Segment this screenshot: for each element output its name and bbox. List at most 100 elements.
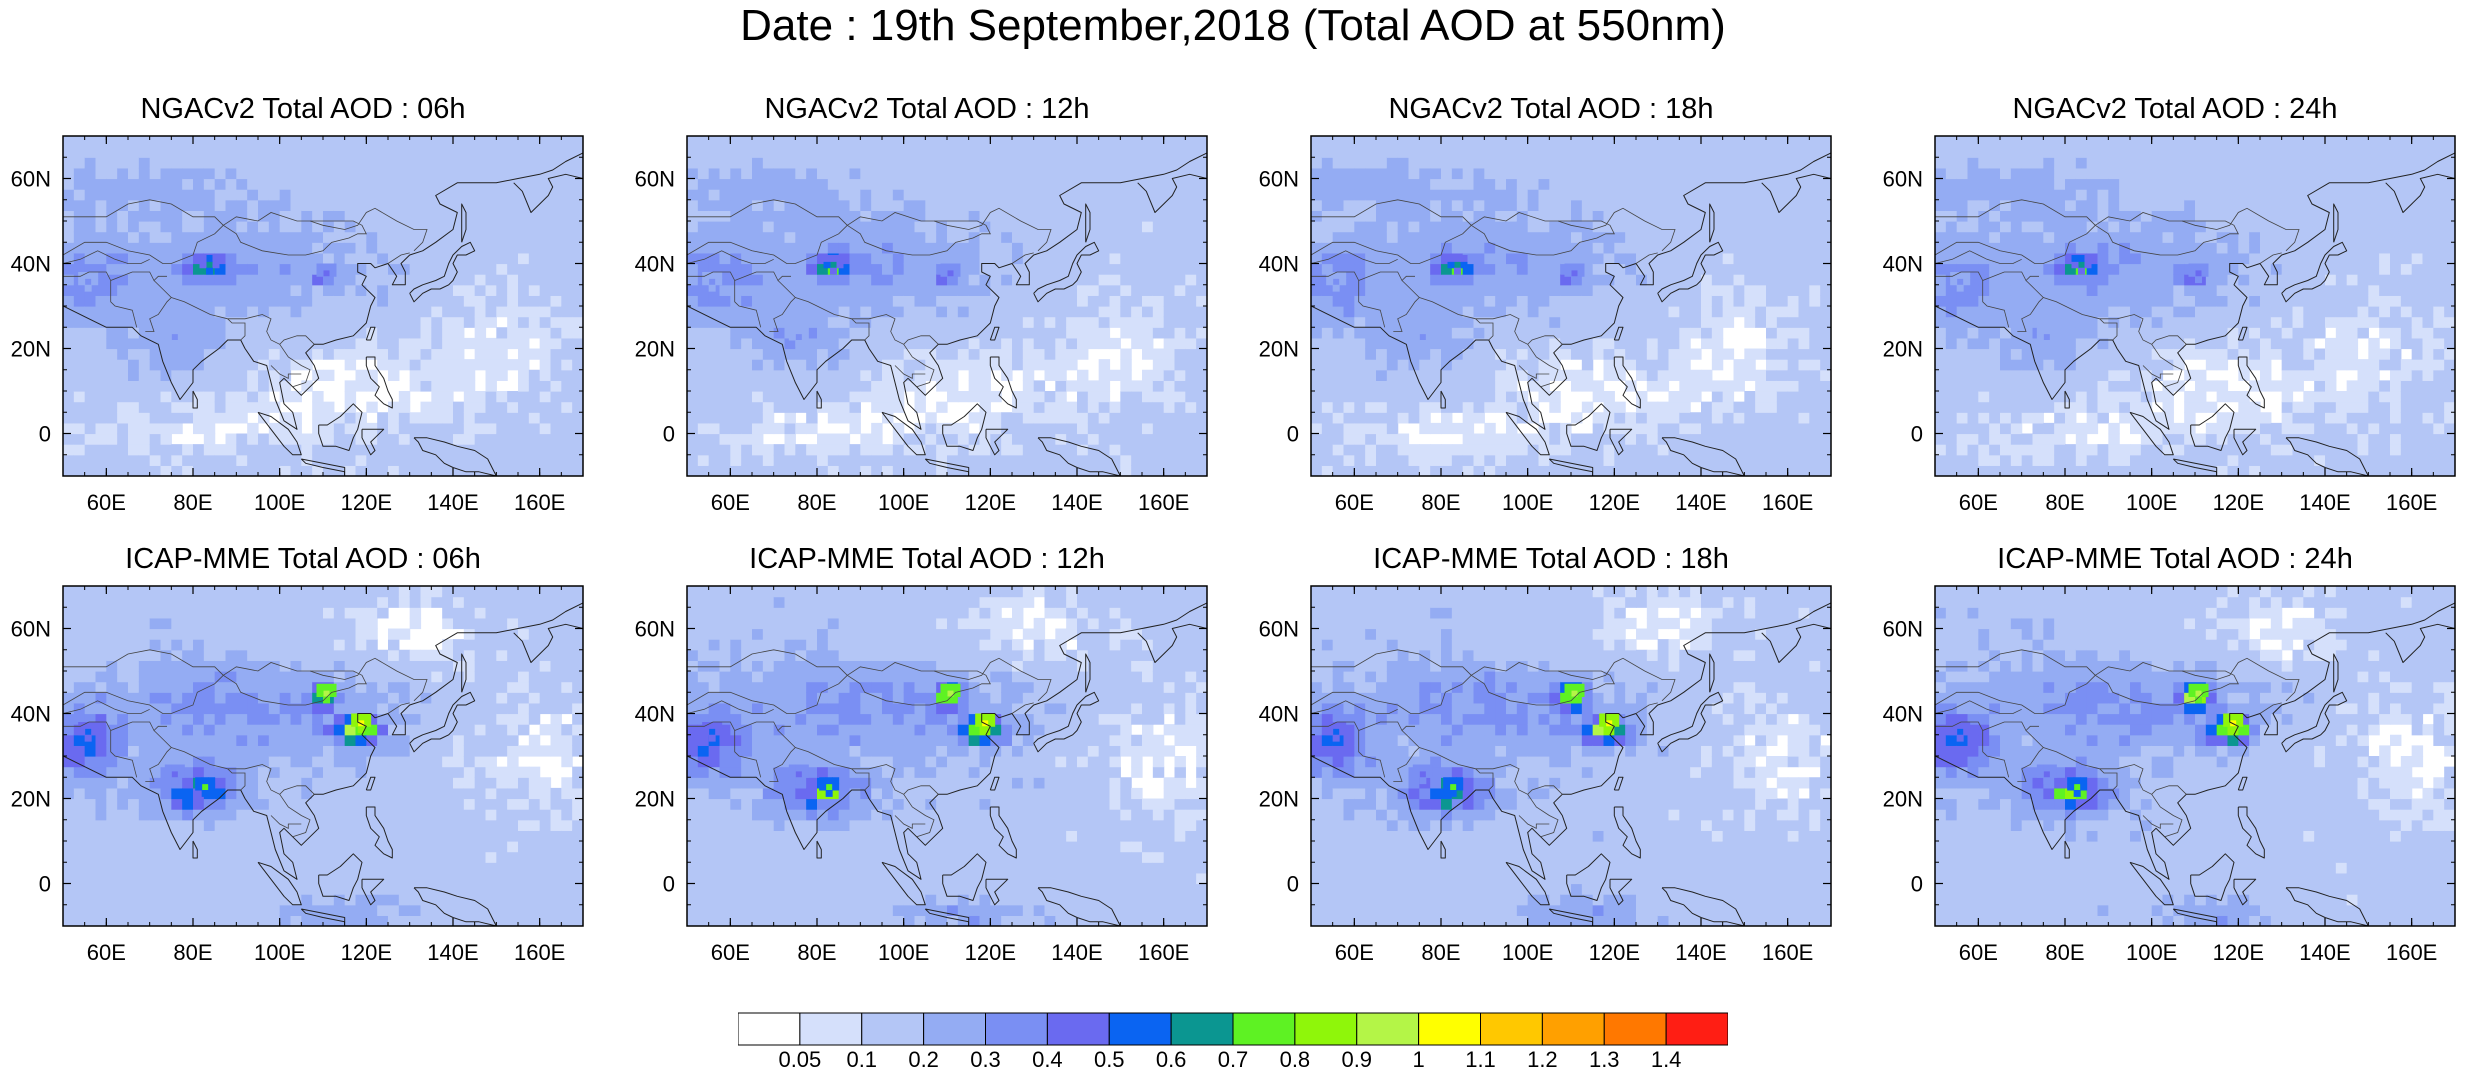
aod-map: 60E 80E 100E 120E 140E 160E 0 20N 40N 60N — [11, 585, 584, 965]
aod-colorbar: 0.05 0.1 0.2 0.3 0.4 0.5 0.6 0.7 0.8 0.9 1 1.1 1.2 1.… — [738, 1012, 1728, 1070]
colorbar-tick-label: 1 — [1413, 1047, 1425, 1070]
colorbar-swatch — [1418, 1012, 1482, 1046]
lon-tick-label: 160E — [2386, 940, 2437, 965]
lon-tick-label: 60E — [1335, 940, 1374, 965]
lon-tick-label: 120E — [965, 490, 1016, 515]
lon-tick-label: 60E — [1335, 490, 1374, 515]
coastlines — [687, 152, 1207, 476]
colorbar-tick-label: 1.4 — [1651, 1047, 1682, 1070]
colorbar-swatch — [1108, 1012, 1172, 1046]
lon-tick-label: 100E — [1502, 940, 1553, 965]
lon-tick-label: 120E — [1589, 490, 1640, 515]
lat-tick-label: 40N — [1883, 702, 1923, 727]
colorbar-tick-label: 0.7 — [1218, 1047, 1249, 1070]
lat-tick-label: 0 — [1911, 872, 1923, 897]
panel-title: NGACv2 Total AOD : 18h — [1388, 93, 1714, 125]
lon-tick-label: 60E — [1959, 490, 1998, 515]
aod-hotspot — [819, 777, 840, 797]
country-borders — [1935, 649, 2300, 838]
panel-title: NGACv2 Total AOD : 06h — [140, 93, 466, 125]
lat-tick-label: 40N — [1259, 702, 1299, 727]
lon-tick-label: 140E — [2299, 490, 2350, 515]
colorbar-tick-label: 1.2 — [1527, 1047, 1558, 1070]
colorbar-tick-label: 0.8 — [1280, 1047, 1311, 1070]
colorbar-swatch — [799, 1012, 863, 1046]
aod-map: 60E 80E 100E 120E 140E 160E 0 20N 40N 60N — [1883, 135, 2456, 515]
lon-tick-label: 60E — [1959, 940, 1998, 965]
map-panel-ngac-24h: NGACv2 Total AOD : 24h 60E 80E 100E 120E 140… — [1880, 92, 2466, 532]
lat-tick-label: 20N — [11, 787, 51, 812]
aod-map: 60E 80E 100E 120E 140E 160E 0 20N 40N 60N — [1259, 135, 1832, 515]
panel-title: ICAP-MME Total AOD : 18h — [1373, 543, 1729, 575]
aod-hotspot — [1447, 255, 1468, 275]
lat-tick-label: 40N — [1883, 252, 1923, 277]
lat-tick-label: 60N — [1259, 617, 1299, 642]
panel-title: NGACv2 Total AOD : 12h — [764, 93, 1090, 125]
lon-tick-label: 160E — [1762, 940, 1813, 965]
colorbar-swatch — [1170, 1012, 1234, 1046]
lat-tick-label: 0 — [663, 872, 675, 897]
lat-tick-label: 40N — [1259, 252, 1299, 277]
colorbar-swatch — [1480, 1012, 1543, 1046]
map-panel-icap-18h: ICAP-MME Total AOD : 18h 60E 80E 100E 120E 1… — [1256, 542, 1846, 982]
colorbar-tick-label: 1.3 — [1589, 1047, 1620, 1070]
lon-tick-label: 100E — [878, 490, 929, 515]
lon-tick-label: 140E — [1675, 940, 1726, 965]
aod-field — [63, 586, 583, 926]
country-borders — [687, 649, 1052, 838]
aod-hotspot — [1443, 777, 1464, 797]
lon-tick-label: 160E — [1138, 940, 1189, 965]
aod-hotspot — [940, 683, 961, 704]
colorbar-tick-label: 0.3 — [970, 1047, 1001, 1070]
country-borders — [63, 199, 428, 388]
aod-hotspot — [316, 263, 337, 284]
colorbar-tick-label: 0.2 — [908, 1047, 939, 1070]
lat-tick-label: 20N — [1883, 337, 1923, 362]
lon-tick-label: 80E — [797, 490, 836, 515]
lat-tick-label: 20N — [635, 337, 675, 362]
lon-tick-label: 120E — [341, 490, 392, 515]
aod-hotspot — [164, 327, 185, 347]
aod-map: 60E 80E 100E 120E 140E 160E 0 20N 40N 60N — [1259, 585, 1832, 965]
coastlines — [63, 602, 583, 926]
lon-tick-label: 100E — [254, 490, 305, 515]
lat-tick-label: 0 — [39, 872, 51, 897]
aod-hotspot — [199, 255, 220, 275]
lat-tick-label: 60N — [635, 617, 675, 642]
coastlines — [1935, 602, 2455, 926]
aod-map: 60E 80E 100E 120E 140E 160E 0 20N 40N 60N — [635, 135, 1208, 515]
aod-hotspot — [823, 255, 844, 275]
coastlines — [63, 152, 583, 476]
lon-tick-label: 80E — [173, 940, 212, 965]
colorbar-swatch — [985, 1012, 1048, 1046]
lon-tick-label: 100E — [254, 940, 305, 965]
lon-tick-label: 100E — [2126, 490, 2177, 515]
lon-tick-label: 160E — [2386, 490, 2437, 515]
colorbar-tick-label: 0.1 — [846, 1047, 877, 1070]
lon-tick-label: 80E — [173, 490, 212, 515]
lat-tick-label: 0 — [1287, 872, 1299, 897]
lon-tick-label: 80E — [1421, 490, 1460, 515]
aod-hotspot — [2036, 764, 2057, 785]
lon-tick-label: 120E — [2213, 940, 2264, 965]
colorbar-tick-label: 0.4 — [1032, 1047, 1063, 1070]
aod-hotspot — [164, 764, 185, 785]
aod-hotspot — [1412, 327, 1433, 347]
aod-hotspot — [788, 764, 809, 785]
aod-map: 60E 80E 100E 120E 140E 160E 0 20N 40N 60N — [635, 585, 1208, 965]
aod-field — [1311, 136, 1831, 476]
lon-tick-label: 100E — [1502, 490, 1553, 515]
lat-tick-label: 20N — [635, 787, 675, 812]
aod-hotspot — [788, 327, 809, 347]
colorbar-tick-label: 0.6 — [1156, 1047, 1187, 1070]
map-panel-icap-24h: ICAP-MME Total AOD : 24h 60E 80E 100E 120E 1… — [1880, 542, 2466, 982]
country-borders — [687, 199, 1052, 388]
lon-tick-label: 120E — [1589, 940, 1640, 965]
lat-tick-label: 0 — [663, 422, 675, 447]
aod-field — [687, 586, 1207, 926]
lat-tick-label: 60N — [1883, 617, 1923, 642]
coastlines — [1311, 602, 1831, 926]
lat-tick-label: 20N — [1259, 787, 1299, 812]
map-panel-ngac-12h: NGACv2 Total AOD : 12h 60E 80E 100E 120E 140… — [632, 92, 1222, 532]
lon-tick-label: 60E — [711, 940, 750, 965]
